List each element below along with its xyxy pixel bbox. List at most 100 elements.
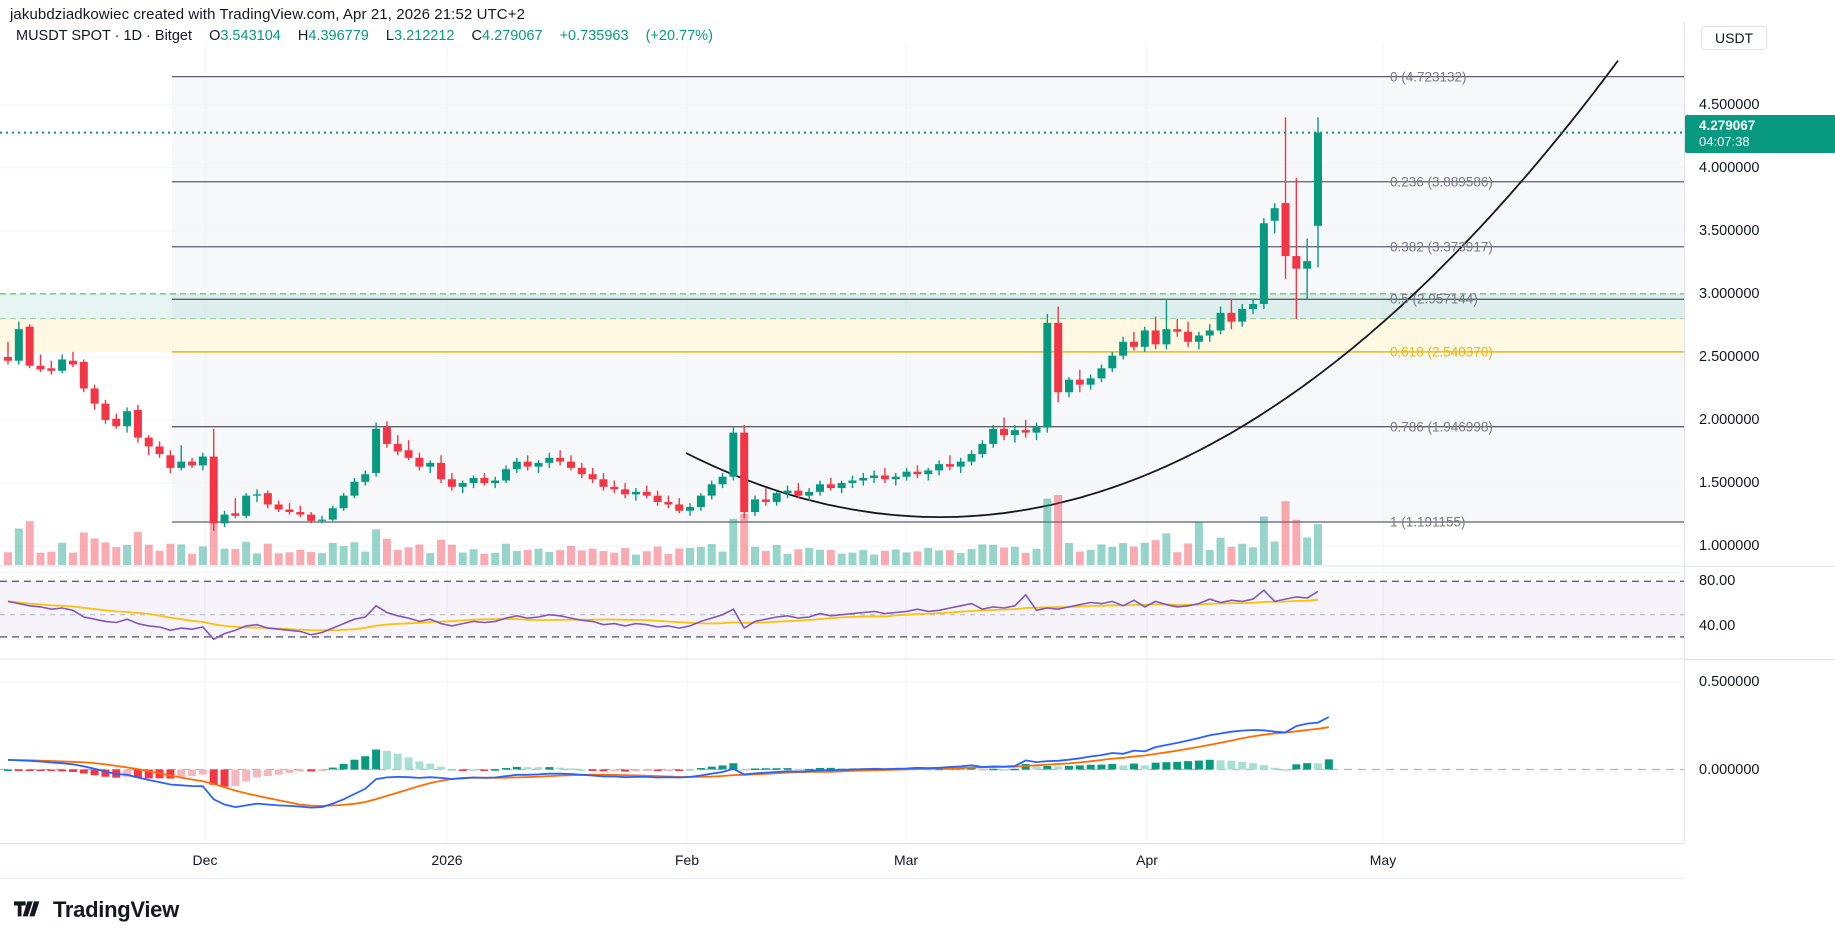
volume-bar: [469, 549, 478, 565]
volume-bar: [1162, 533, 1171, 565]
panel-divider: [1685, 566, 1835, 567]
candle-body: [913, 471, 922, 475]
candle-body: [393, 443, 402, 452]
macd-histogram-bar: [599, 769, 608, 772]
macd-histogram-bar: [1324, 759, 1333, 770]
candle-body: [382, 427, 391, 444]
candle-body: [740, 432, 749, 513]
macd-histogram-bar: [220, 769, 229, 787]
volume-bar: [913, 551, 922, 565]
macd-histogram-bar: [458, 769, 467, 771]
candle-body: [307, 514, 316, 521]
candle-body: [523, 461, 532, 467]
macd-histogram-bar: [1173, 761, 1182, 770]
volume-bar: [1281, 501, 1290, 565]
tradingview-logo: TradingView: [14, 897, 179, 923]
macd-histogram-bar: [729, 763, 738, 770]
volume-bar: [458, 552, 467, 565]
legend-interval[interactable]: 1D: [123, 28, 142, 44]
price-scale[interactable]: USDT 4.500000 4.000000 3.500000 3.000000 2.5…: [1684, 22, 1835, 843]
candle-body: [935, 464, 944, 471]
macd-histogram-bar: [653, 769, 662, 771]
candle-body: [68, 360, 77, 365]
macd-histogram-bar: [404, 757, 413, 770]
chart-canvas[interactable]: [0, 22, 1684, 865]
volume-bar: [393, 549, 402, 565]
macd-histogram-bar: [794, 768, 803, 771]
macd-histogram-bar: [58, 769, 67, 772]
macd-histogram-bar: [512, 766, 521, 770]
candle-body: [729, 432, 738, 477]
macd-histogram-bar: [79, 769, 88, 774]
macd-histogram-bar: [1227, 760, 1236, 770]
candle-body: [1064, 379, 1073, 393]
candle-body: [447, 479, 456, 487]
currency-badge: USDT: [1701, 26, 1768, 50]
candle-body: [610, 486, 619, 490]
macd-histogram-bar: [610, 769, 619, 772]
price-tick: 4.000000: [1699, 159, 1760, 176]
candle-body: [1043, 322, 1052, 428]
candle-body: [36, 365, 45, 370]
volume-bar: [491, 552, 500, 565]
volume-bar: [1314, 524, 1322, 565]
candle-body: [242, 495, 251, 516]
macd-histogram-bar: [1162, 762, 1171, 770]
candle-body: [4, 356, 12, 361]
time-tick: Mar: [893, 852, 919, 868]
volume-bar: [177, 544, 186, 565]
candle-body: [1205, 330, 1214, 336]
volume-bar: [1303, 537, 1312, 565]
legend-exchange[interactable]: Bitget: [154, 28, 192, 44]
macd-histogram-bar: [328, 767, 337, 770]
volume-bar: [924, 548, 933, 565]
volume-bar: [1184, 543, 1193, 565]
candle-body: [978, 443, 987, 455]
volume-bar: [198, 546, 207, 565]
volume-bar: [155, 550, 164, 565]
macd-histogram-bar: [826, 767, 835, 770]
volume-bar: [242, 541, 251, 565]
macd-histogram-bar: [177, 769, 186, 778]
legend-open-value: 3.543104: [220, 28, 281, 44]
macd-histogram-bar: [718, 765, 727, 770]
volume-bar: [1227, 546, 1236, 565]
fibonacci-level-label-0: 0 (4.723132): [1390, 69, 1467, 85]
macd-histogram-bar: [675, 769, 684, 771]
volume-bar: [805, 548, 814, 565]
candle-body: [826, 484, 835, 489]
macd-histogram-bar: [978, 769, 987, 771]
macd-histogram-bar: [339, 763, 348, 770]
candle-body: [437, 462, 446, 480]
time-axis[interactable]: Dec 2026 Feb Mar Apr May: [0, 843, 1684, 879]
candle-body: [1173, 329, 1182, 332]
candle-body: [653, 495, 662, 502]
volume-bar: [577, 550, 586, 565]
volume-bar: [566, 545, 575, 565]
candle-body: [631, 491, 640, 495]
volume-bar: [1205, 550, 1214, 565]
candle-body: [1000, 428, 1009, 436]
candle-body: [166, 455, 175, 468]
candle-body: [534, 462, 543, 467]
volume-bar: [14, 528, 23, 565]
candle-body: [1021, 430, 1030, 433]
macd-histogram-bar: [36, 769, 45, 771]
chart-legend[interactable]: MUSDT SPOT · 1D · Bitget O3.543104 H4.39…: [16, 28, 713, 44]
price-tick: 2.000000: [1699, 411, 1760, 428]
candle-body: [155, 446, 164, 455]
volume-bar: [1000, 547, 1009, 565]
volume-bar: [848, 552, 857, 565]
time-tick: Feb: [674, 852, 700, 868]
macd-histogram-bar: [805, 768, 814, 771]
macd-histogram-bar: [545, 767, 554, 770]
legend-symbol[interactable]: MUSDT SPOT: [16, 28, 111, 44]
macd-histogram-bar: [815, 767, 824, 770]
macd-histogram-bar: [1010, 768, 1019, 771]
volume-bar: [231, 549, 240, 565]
candle-body: [1140, 330, 1149, 347]
volume-bar: [112, 547, 121, 565]
candle-body: [794, 490, 803, 496]
legend-high-value: 4.396779: [308, 28, 369, 44]
volume-bar: [220, 548, 229, 565]
